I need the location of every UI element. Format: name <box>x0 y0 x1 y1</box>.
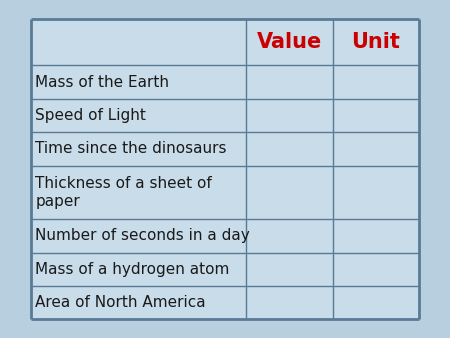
Text: Thickness of a sheet of
paper: Thickness of a sheet of paper <box>35 176 212 209</box>
Bar <box>31 19 419 319</box>
Text: Unit: Unit <box>351 32 400 52</box>
Text: Mass of a hydrogen atom: Mass of a hydrogen atom <box>35 262 230 277</box>
Text: Area of North America: Area of North America <box>35 295 206 310</box>
Text: Number of seconds in a day: Number of seconds in a day <box>35 228 250 243</box>
Text: Speed of Light: Speed of Light <box>35 108 146 123</box>
Text: Mass of the Earth: Mass of the Earth <box>35 75 169 90</box>
Text: Time since the dinosaurs: Time since the dinosaurs <box>35 141 227 156</box>
Text: Value: Value <box>257 32 322 52</box>
